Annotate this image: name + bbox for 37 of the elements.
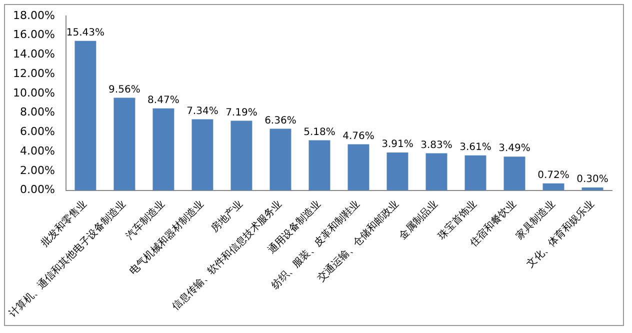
bar [192, 119, 214, 190]
y-tick-label: 2.00% [20, 164, 55, 177]
y-tick-label: 10.00% [12, 86, 55, 100]
data-label: 6.36% [264, 115, 296, 126]
bar [230, 120, 252, 190]
data-label: 4.76% [342, 130, 374, 142]
data-label: 3.91% [382, 139, 414, 150]
bar [270, 128, 292, 190]
y-tick-label: 18.00% [12, 8, 55, 22]
data-label: 5.18% [304, 126, 336, 138]
bar [464, 155, 486, 190]
y-tick-label: 8.00% [20, 106, 55, 119]
y-tick-label: 16.00% [12, 28, 55, 42]
data-label: 7.34% [186, 106, 218, 117]
bar [386, 152, 408, 190]
bar [152, 108, 174, 190]
bar [426, 153, 448, 190]
bar [74, 40, 96, 190]
y-tick-label: 4.00% [20, 144, 55, 158]
y-tick-label: 6.00% [20, 125, 55, 138]
y-tick-label: 14.00% [12, 48, 55, 61]
data-label: 3.49% [498, 143, 530, 154]
data-label: 3.61% [460, 142, 492, 153]
data-label: 7.19% [226, 107, 258, 118]
data-label: 0.30% [576, 174, 608, 186]
y-tick-label: 0.00% [20, 183, 55, 196]
data-label: 9.56% [108, 84, 140, 96]
bar [542, 183, 564, 190]
data-label: 0.72% [538, 170, 570, 181]
bar [348, 144, 370, 190]
data-label: 3.83% [420, 140, 452, 151]
bar [504, 156, 526, 190]
data-label: 8.47% [148, 94, 180, 106]
data-label: 15.43% [66, 27, 105, 38]
bar [114, 98, 136, 190]
bar [308, 140, 330, 190]
y-tick-label: 12.00% [12, 66, 55, 80]
